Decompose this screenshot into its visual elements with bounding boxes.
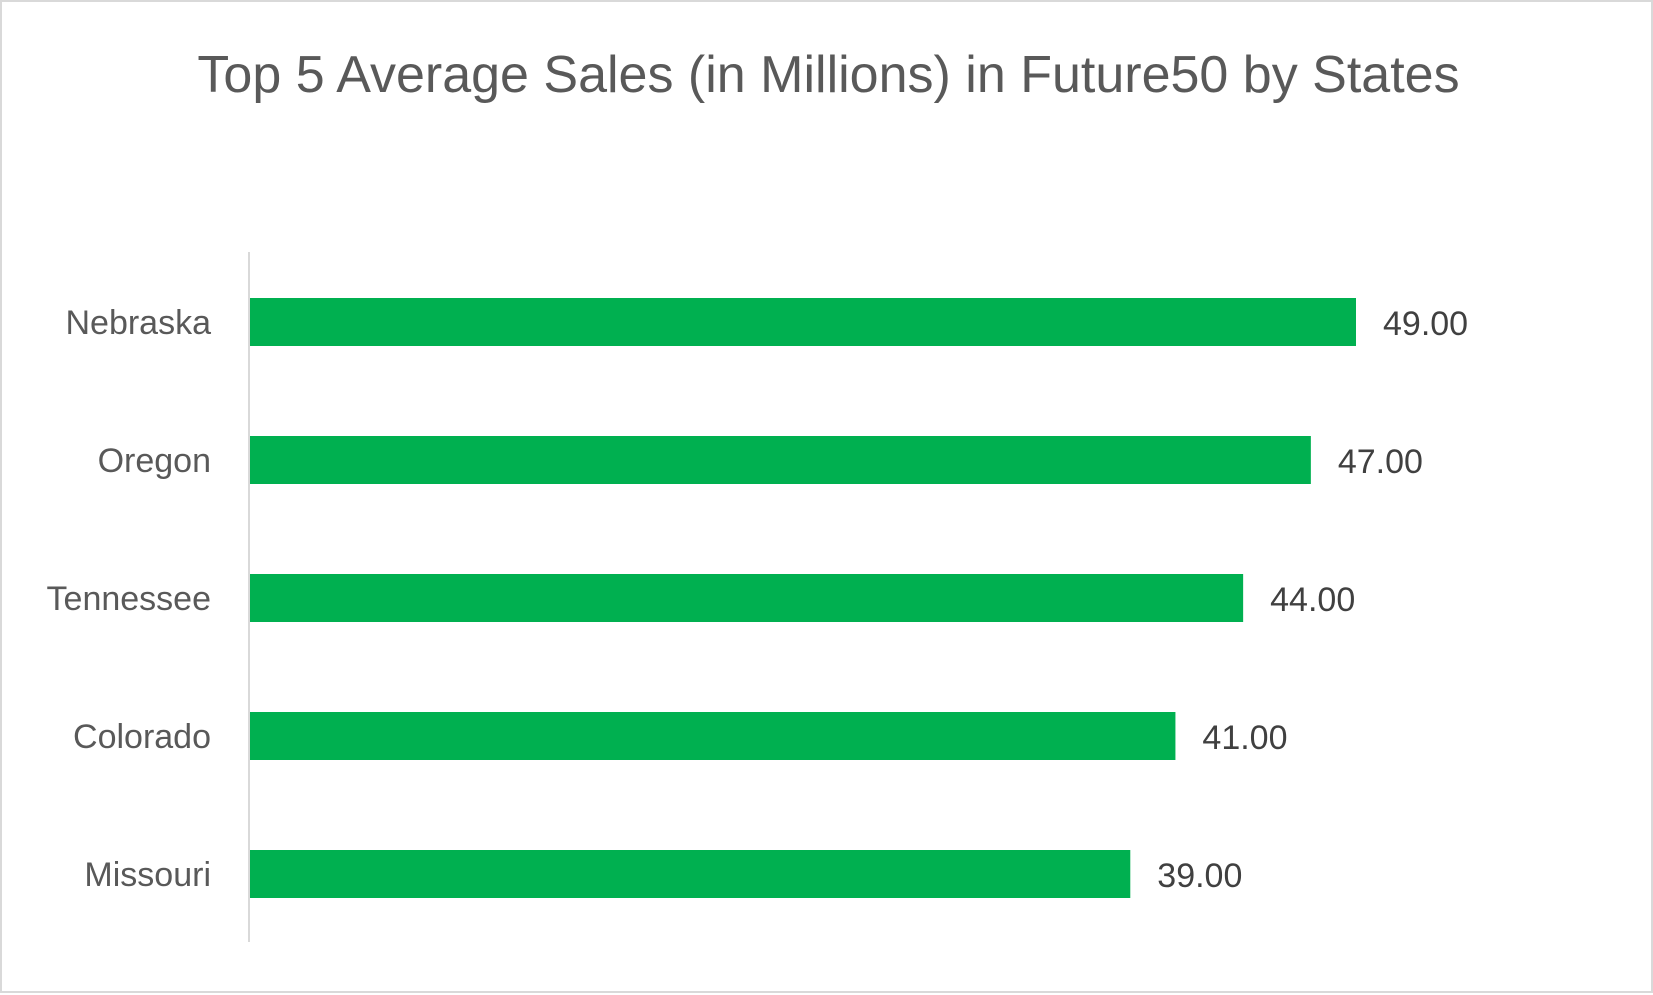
category-label: Oregon — [98, 442, 211, 480]
bar-oregon — [250, 436, 1311, 484]
bar-tennessee — [250, 574, 1244, 622]
category-label: Nebraska — [65, 304, 211, 342]
data-label: 41.00 — [1202, 719, 1287, 757]
bar-missouri — [250, 850, 1131, 898]
bar-colorado — [250, 712, 1176, 760]
data-label: 49.00 — [1383, 305, 1468, 343]
data-label: 44.00 — [1270, 581, 1355, 619]
bar-nebraska — [250, 298, 1356, 346]
data-label: 39.00 — [1157, 857, 1242, 895]
category-label: Colorado — [73, 718, 211, 756]
data-label: 47.00 — [1338, 443, 1423, 481]
category-label: Missouri — [84, 856, 211, 894]
chart-title: Top 5 Average Sales (in Millions) in Fut… — [197, 46, 1460, 104]
category-label: Tennessee — [47, 580, 211, 618]
